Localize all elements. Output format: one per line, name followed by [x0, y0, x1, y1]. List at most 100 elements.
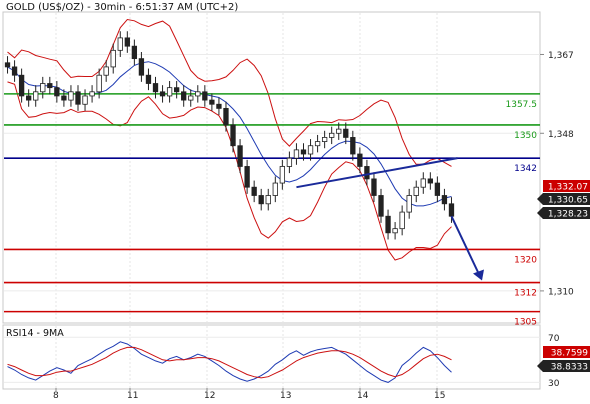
candle-body: [293, 149, 300, 159]
candle-body: [75, 91, 81, 105]
projection-arrow-head: [473, 269, 484, 281]
rsi-tag-box: [543, 360, 590, 372]
candle-body: [364, 166, 370, 180]
candle-body: [350, 137, 356, 155]
price-tag-pointer: [537, 193, 543, 205]
rsi-tag-label: 38.7599: [551, 349, 588, 359]
price-tag-label: 1,332.07: [548, 183, 588, 193]
projection-arrow-line: [450, 215, 481, 277]
candle-body: [202, 91, 208, 101]
candle-body: [434, 182, 441, 196]
candle-body: [145, 74, 152, 84]
price-tag-box: [543, 207, 590, 219]
candle-body: [11, 66, 18, 76]
level-label: 1357.5: [506, 100, 538, 110]
candle-body: [40, 83, 46, 93]
candle-body: [103, 66, 109, 76]
candle-body: [188, 95, 194, 101]
candle-body: [166, 87, 173, 97]
candle-body: [61, 95, 67, 101]
candle-body: [251, 186, 257, 196]
x-tick-label: 12: [204, 391, 215, 400]
candle-body: [237, 145, 243, 167]
x-tick-label: 13: [280, 391, 291, 400]
candle-body: [258, 195, 264, 205]
candle-body: [54, 87, 60, 97]
rsi-chart-title: RSI14 - 9MA: [6, 328, 64, 339]
candle-body: [279, 166, 286, 184]
candle-body: [33, 91, 39, 101]
candle-body: [223, 107, 229, 126]
level-label: 1320: [514, 255, 537, 265]
candle-body: [117, 37, 123, 51]
candle-body: [18, 74, 25, 97]
candles-layer: [4, 31, 455, 240]
triangle-trendline: [296, 157, 458, 189]
grid-layer: [4, 13, 544, 391]
price-tag-box: [543, 193, 590, 205]
x-tick-label: 11: [127, 391, 138, 400]
price-tag-pointer: [537, 207, 543, 219]
candle-body: [195, 91, 201, 97]
candle-body: [26, 95, 32, 101]
price-tags-layer: 1,332.07 1,330.65 1,328.23 38.7599 38.8333: [537, 180, 590, 373]
level-label: 1312: [514, 289, 537, 299]
candle-body: [173, 87, 180, 93]
candle-body: [357, 153, 363, 167]
candle-body: [321, 137, 328, 142]
candle-body: [385, 215, 391, 234]
bollinger-upper-band: [7, 18, 452, 167]
candle-body: [427, 178, 433, 184]
candle-body: [4, 62, 11, 68]
candle-body: [420, 178, 426, 188]
price-tag-label: 1,330.65: [548, 196, 588, 206]
rsi-line: [7, 341, 452, 383]
candle-body: [378, 195, 384, 217]
x-tick-label: 15: [434, 391, 445, 400]
x-tick-label: 14: [357, 391, 369, 400]
x-tick-label: 8: [53, 391, 59, 400]
candle-body: [138, 58, 145, 76]
candle-body: [89, 91, 95, 97]
rsi-tag-label: 38.8333: [551, 363, 588, 373]
candle-body: [68, 91, 74, 101]
rsi-tag-pointer: [537, 360, 543, 372]
candle-body: [286, 157, 293, 167]
level-label: 1342: [514, 164, 537, 174]
rsi-ma-line: [7, 346, 452, 379]
bollinger-lower-band: [7, 81, 452, 261]
candle-body: [152, 83, 159, 93]
candle-body: [181, 91, 187, 101]
level-label: 1305: [514, 318, 537, 328]
y-tick-label: 1,310: [548, 287, 574, 297]
level-label: 1350: [514, 131, 537, 141]
rsi-panel-frame: [2, 324, 541, 390]
rsi-tick-label: 30: [548, 379, 560, 389]
candle-body: [343, 128, 349, 138]
trendline-layer: [296, 157, 484, 281]
rsi-tick-label: 70: [548, 334, 560, 344]
candle-body: [392, 228, 398, 234]
candle-body: [124, 37, 130, 47]
candle-body: [329, 132, 335, 138]
candle-body: [314, 141, 321, 147]
candle-body: [82, 95, 88, 105]
candle-body: [448, 203, 455, 217]
price-tag-box: [543, 180, 590, 192]
price-chart-title: GOLD (US$/OZ) - 30min - 6:51:37 AM (UTC+…: [6, 2, 238, 13]
candle-body: [371, 178, 377, 196]
candle-body: [47, 83, 53, 89]
price-panel-frame: [2, 11, 541, 324]
candle-body: [406, 195, 412, 213]
candle-body: [441, 195, 448, 205]
candle-body: [272, 182, 278, 196]
candle-body: [300, 149, 307, 155]
tick-labels-layer: 8 11 12 13 14 15 1,367 1,348 1,310 70 30: [53, 51, 574, 401]
y-tick-label: 1,367: [548, 51, 574, 61]
rsi-layer: [7, 341, 452, 383]
candle-body: [265, 195, 271, 205]
candle-body: [209, 99, 215, 105]
